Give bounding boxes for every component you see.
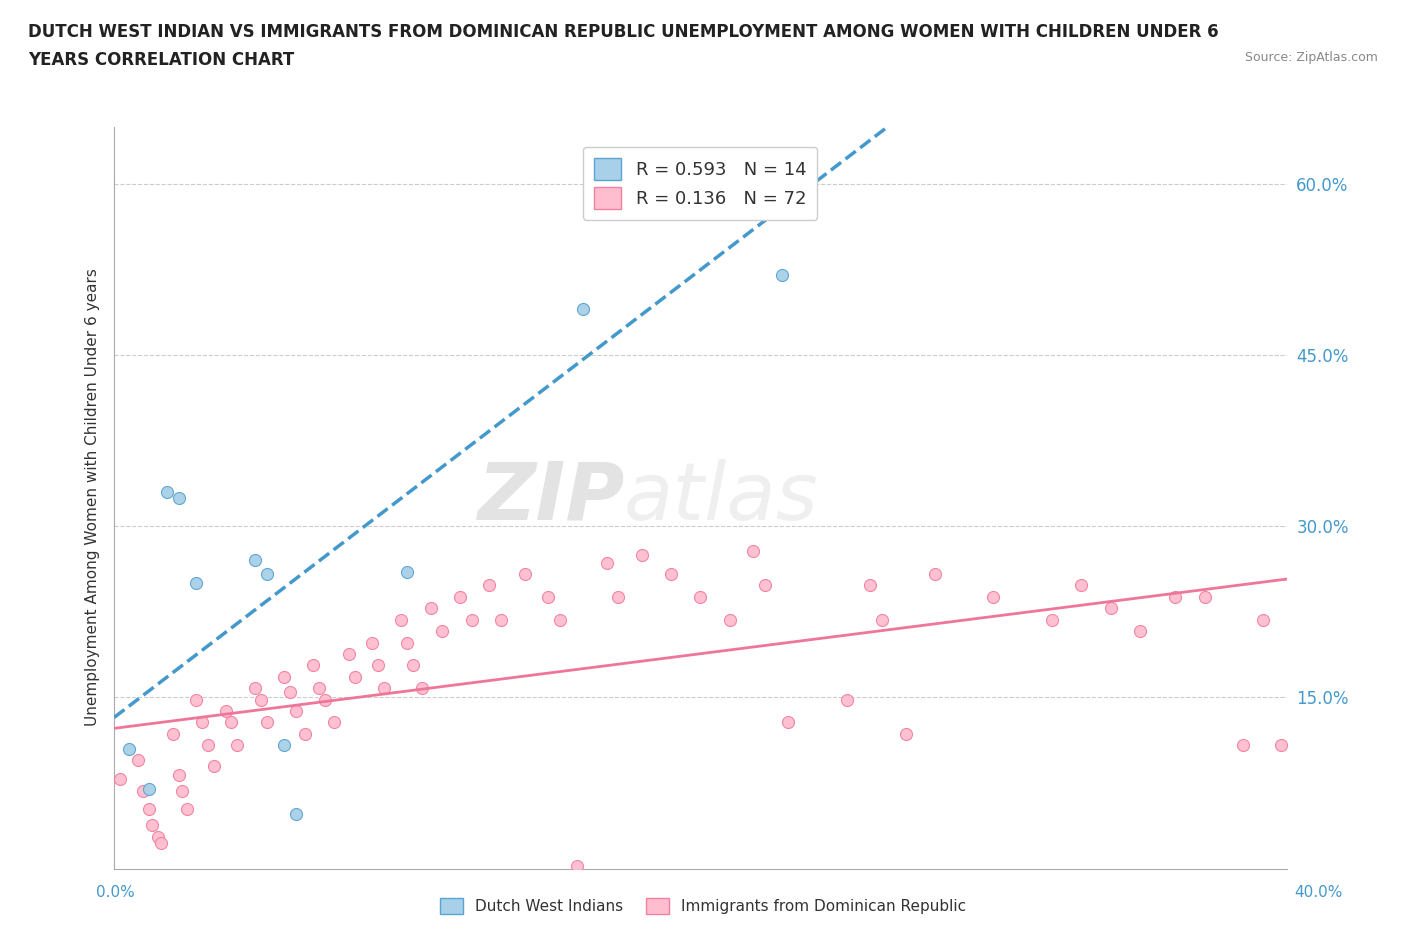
Point [294,726,316,741]
Point [391,612,413,627]
Point [1040,612,1063,627]
Point [548,612,571,627]
Point [537,590,560,604]
Point [924,566,946,581]
Text: 40.0%: 40.0% [1295,885,1343,900]
Point [1164,590,1187,604]
Point [308,681,330,696]
Point [373,681,395,696]
Point [478,578,501,593]
Point [323,715,346,730]
Point [1232,737,1254,752]
Point [449,590,471,604]
Point [141,817,163,832]
Point [630,547,652,562]
Point [572,301,595,316]
Point [595,555,617,570]
Point [742,159,765,174]
Point [343,670,366,684]
Point [337,646,360,661]
Point [607,590,630,604]
Point [256,566,278,581]
Point [396,635,419,650]
Text: ZIP: ZIP [477,458,624,537]
Text: DUTCH WEST INDIAN VS IMMIGRANTS FROM DOMINICAN REPUBLIC UNEMPLOYMENT AMONG WOMEN: DUTCH WEST INDIAN VS IMMIGRANTS FROM DOM… [28,23,1219,41]
Text: Source: ZipAtlas.com: Source: ZipAtlas.com [1244,51,1378,64]
Point [202,758,225,773]
Text: 0.0%: 0.0% [96,885,135,900]
Y-axis label: Unemployment Among Women with Children Under 6 years: Unemployment Among Women with Children U… [86,269,100,726]
Point [197,737,219,752]
Point [1070,578,1092,593]
Point [489,612,512,627]
Point [1129,624,1152,639]
Point [1194,590,1216,604]
Point [186,692,208,707]
Point [273,737,295,752]
Point [170,783,193,798]
Point [742,544,765,559]
Point [772,268,794,283]
Point [1099,601,1122,616]
Point [419,601,441,616]
Point [870,612,893,627]
Point [278,684,301,699]
Point [659,566,682,581]
Point [754,578,776,593]
Point [226,737,249,752]
Point [361,635,384,650]
Text: atlas: atlas [624,458,818,537]
Point [156,485,179,499]
Point [167,767,190,782]
Point [132,783,155,798]
Point [284,806,307,821]
Point [894,726,917,741]
Point [859,578,882,593]
Legend: Dutch West Indians, Immigrants from Dominican Republic: Dutch West Indians, Immigrants from Domi… [433,892,973,921]
Point [273,670,295,684]
Point [314,692,336,707]
Point [778,715,800,730]
Point [162,726,184,741]
Point [176,802,198,817]
Legend: R = 0.593   N = 14, R = 0.136   N = 72: R = 0.593 N = 14, R = 0.136 N = 72 [583,147,817,219]
Point [367,658,389,672]
Point [396,565,419,579]
Point [513,566,536,581]
Point [167,490,190,505]
Point [689,590,711,604]
Point [1251,612,1274,627]
Point [1270,737,1292,752]
Point [284,704,307,719]
Point [567,858,589,873]
Point [146,830,169,844]
Point [127,752,149,767]
Point [249,692,271,707]
Point [461,612,484,627]
Text: YEARS CORRELATION CHART: YEARS CORRELATION CHART [28,51,294,69]
Point [256,715,278,730]
Point [718,612,741,627]
Point [191,715,214,730]
Point [432,624,454,639]
Point [221,715,243,730]
Point [138,781,160,796]
Point [754,151,776,166]
Point [983,590,1005,604]
Point [214,704,236,719]
Point [411,681,433,696]
Point [243,681,266,696]
Point [150,836,173,851]
Point [108,772,131,787]
Point [118,741,141,756]
Point [243,553,266,568]
Point [402,658,425,672]
Point [835,692,858,707]
Point [186,576,208,591]
Point [138,802,160,817]
Point [302,658,325,672]
